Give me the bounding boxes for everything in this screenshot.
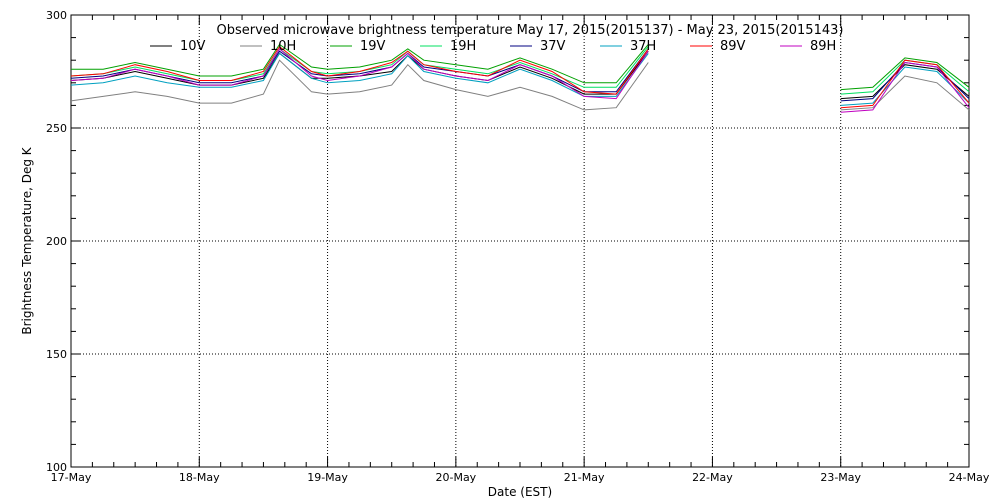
legend-label-10h: 10H (270, 39, 296, 54)
x-tick-label: 24-May (949, 471, 990, 484)
x-tick-label: 19-May (307, 471, 348, 484)
y-tick-label: 200 (46, 235, 67, 248)
x-axis-title: Date (EST) (488, 485, 552, 499)
y-tick-label: 100 (46, 461, 67, 474)
chart-title: Observed microwave brightness temperatur… (217, 23, 844, 38)
series-line-37v (840, 61, 970, 102)
y-tick-label: 150 (46, 348, 67, 361)
legend-label-19v: 19V (360, 39, 386, 54)
series-line-19v (71, 43, 649, 84)
y-tick-label: 300 (46, 9, 67, 22)
axis-ticks: 17-May 18-May 19-May 20-May 21-May 22-May 23-M… (46, 9, 990, 484)
x-tick-label: 21-May (564, 471, 605, 484)
legend-label-19h: 19H (450, 39, 476, 54)
legend-label-37h: 37H (630, 39, 656, 54)
series-line-37h (70, 52, 649, 97)
legend-label-89v: 89V (720, 39, 746, 54)
series-line-89v (840, 59, 970, 109)
series-line-37h (840, 66, 970, 106)
series-line-89h (840, 61, 970, 113)
series-lines (70, 43, 970, 113)
y-tick-label: 250 (46, 122, 67, 135)
series-line-89v (70, 45, 649, 95)
series-line-89h (70, 48, 649, 100)
x-tick-label: 20-May (435, 471, 476, 484)
series-line-10h (840, 75, 970, 111)
x-tick-label: 17-May (51, 471, 92, 484)
grid-lines (71, 15, 969, 467)
x-tick-label: 18-May (179, 471, 220, 484)
x-tick-label: 23-May (820, 471, 861, 484)
y-axis-title: Brightness Temperature, Deg K (20, 146, 34, 334)
legend-label-89h: 89H (810, 39, 836, 54)
legend-label-10v: 10V (180, 39, 206, 54)
legend: 10V 10H 19V 19H 37V 37H 89V 89H (150, 39, 836, 54)
series-line-19v (840, 57, 970, 91)
series-line-10v (70, 50, 649, 95)
x-tick-label: 22-May (692, 471, 733, 484)
legend-label-37v: 37V (540, 39, 566, 54)
series-line-10h (70, 59, 649, 111)
